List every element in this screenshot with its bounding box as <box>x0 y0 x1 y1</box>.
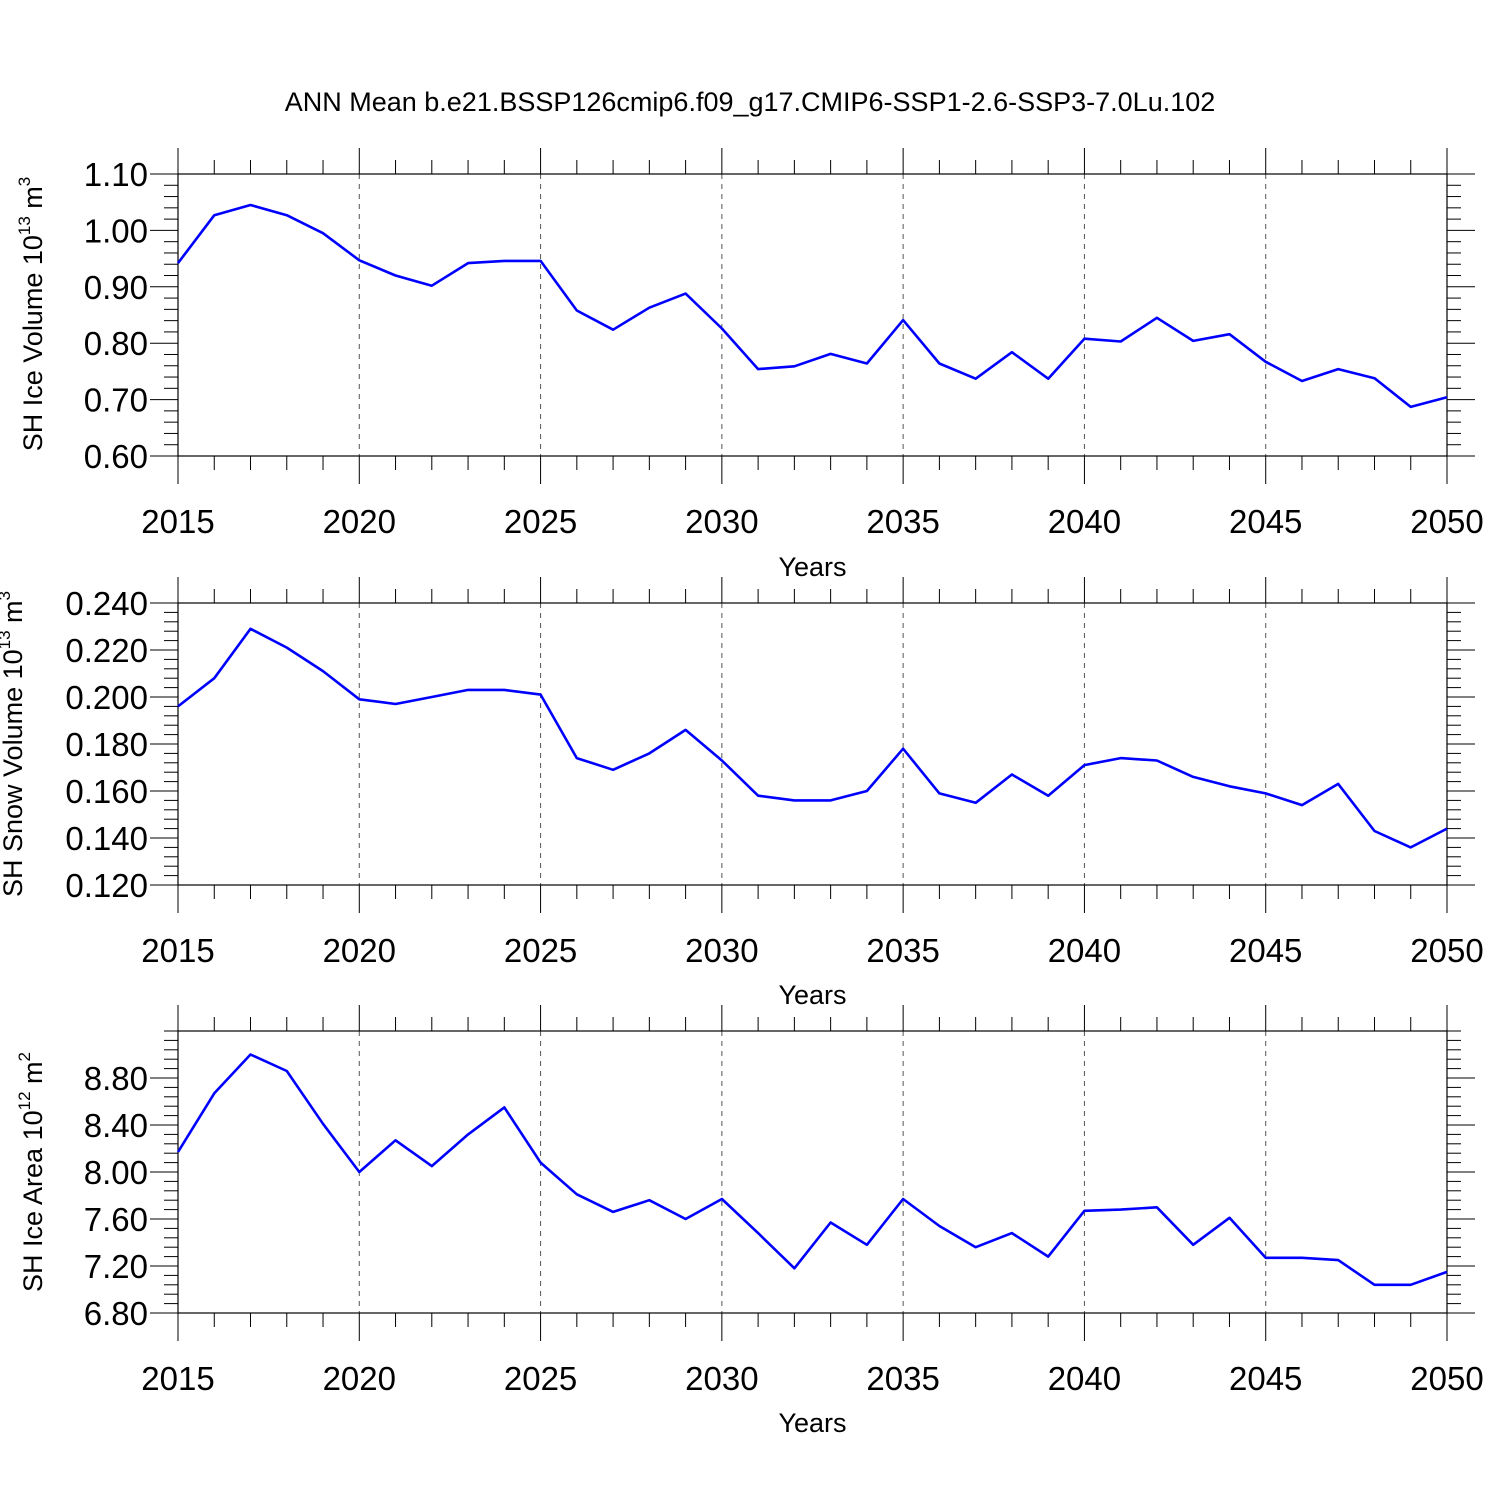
x-tick-label: 2015 <box>141 932 214 969</box>
x-tick-label: 2020 <box>323 503 396 540</box>
x-tick-label: 2040 <box>1048 503 1121 540</box>
panel-2: 2015 2020 2025 2030 2035 2040 2045 2050 0.120 0.1… <box>0 577 1484 1010</box>
x-axis-label: Years <box>778 1408 846 1438</box>
y-tick-label: 0.90 <box>84 269 148 306</box>
x-tick-label: 2030 <box>685 503 758 540</box>
x-tick-label: 2020 <box>323 932 396 969</box>
panel-1: 2015 2020 2025 2030 2035 2040 2045 2050 0.60 0.70… <box>15 148 1484 582</box>
series-line <box>176 1053 1448 1287</box>
x-tick-label: 2040 <box>1048 932 1121 969</box>
x-tick-label: 2050 <box>1410 932 1483 969</box>
y-tick-label: 0.200 <box>65 679 148 716</box>
x-tick-label: 2045 <box>1229 932 1302 969</box>
x-tick-label: 2045 <box>1229 1360 1302 1397</box>
series-line <box>176 203 1448 409</box>
x-tick-label: 2030 <box>685 1360 758 1397</box>
y-tick-label: 7.20 <box>84 1248 148 1285</box>
plot-frame <box>177 1030 1448 1314</box>
plot-frame <box>177 173 1448 457</box>
y-tick-label: 0.80 <box>84 325 148 362</box>
y-tick-label: 6.80 <box>84 1295 148 1332</box>
figure-title: ANN Mean b.e21.BSSP126cmip6.f09_g17.CMIP… <box>285 87 1216 117</box>
x-tick-label: 2025 <box>504 1360 577 1397</box>
x-tick-label: 2025 <box>504 503 577 540</box>
x-tick-label: 2015 <box>141 1360 214 1397</box>
y-tick-label: 1.10 <box>84 156 148 193</box>
x-tick-label: 2045 <box>1229 503 1302 540</box>
y-tick-label: 1.00 <box>84 212 148 249</box>
x-tick-label: 2020 <box>323 1360 396 1397</box>
y-tick-label: 8.40 <box>84 1107 148 1144</box>
y-tick-label: 0.140 <box>65 820 148 857</box>
y-tick-label: 8.80 <box>84 1060 148 1097</box>
y-tick-label: 0.240 <box>65 585 148 622</box>
y-tick-label: 0.60 <box>84 438 148 475</box>
x-axis-label: Years <box>778 552 846 582</box>
x-tick-label: 2035 <box>866 932 939 969</box>
x-tick-label: 2035 <box>866 1360 939 1397</box>
y-axis-label: SH Ice Volume 1013 m3 <box>15 177 48 452</box>
y-tick-label: 8.00 <box>84 1154 148 1191</box>
x-tick-label: 2040 <box>1048 1360 1121 1397</box>
x-tick-label: 2050 <box>1410 1360 1483 1397</box>
y-tick-label: 0.70 <box>84 382 148 419</box>
x-tick-label: 2025 <box>504 932 577 969</box>
y-axis-label: SH Ice Area 1012 m2 <box>15 1052 48 1292</box>
y-axis-label: SH Snow Volume 1013 m3 <box>0 591 28 897</box>
x-tick-label: 2035 <box>866 503 939 540</box>
x-tick-label: 2015 <box>141 503 214 540</box>
y-tick-label: 0.180 <box>65 726 148 763</box>
y-tick-label: 7.60 <box>84 1201 148 1238</box>
y-tick-label: 0.220 <box>65 632 148 669</box>
panel-3: 2015 2020 2025 2030 2035 2040 2045 2050 6.80 7.20… <box>15 1005 1484 1438</box>
y-tick-label: 0.160 <box>65 773 148 810</box>
x-tick-label: 2050 <box>1410 503 1483 540</box>
series-line <box>177 627 1448 849</box>
x-tick-label: 2030 <box>685 932 758 969</box>
plot-frame <box>177 602 1448 886</box>
y-tick-label: 0.120 <box>65 867 148 904</box>
x-axis-label: Years <box>778 980 846 1010</box>
